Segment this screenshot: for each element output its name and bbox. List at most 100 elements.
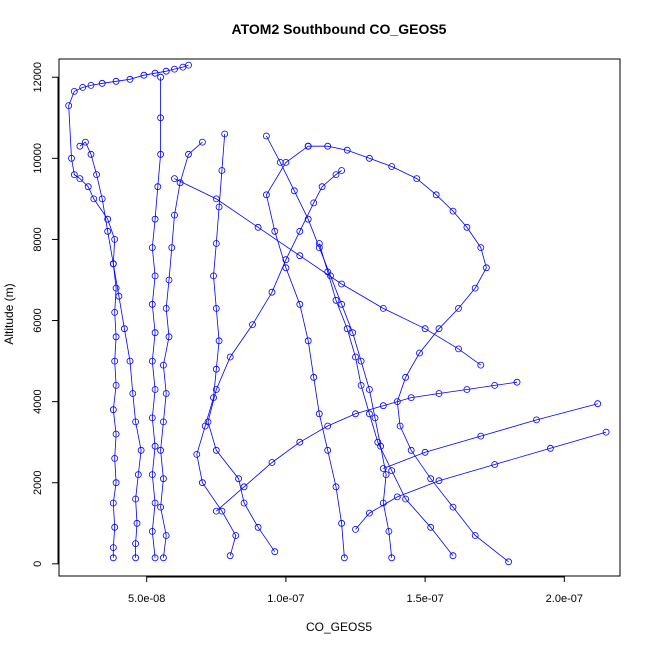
data-point <box>594 400 602 408</box>
data-point <box>421 325 429 333</box>
data-point <box>82 138 89 146</box>
data-point <box>491 461 499 468</box>
data-point <box>111 454 119 462</box>
series-line-9 <box>308 145 509 563</box>
data-point <box>112 479 120 487</box>
data-point <box>310 373 318 381</box>
series-line-4 <box>160 141 203 558</box>
data-point <box>109 499 117 507</box>
data-point <box>427 475 435 483</box>
data-point <box>171 175 178 183</box>
data-point <box>148 300 156 308</box>
data-point <box>159 554 167 562</box>
data-point <box>212 446 220 454</box>
data-point <box>315 240 323 247</box>
data-point <box>282 264 290 272</box>
data-point <box>159 475 167 483</box>
data-point <box>432 191 440 199</box>
data-point <box>343 146 351 154</box>
data-point <box>151 272 159 280</box>
data-point <box>315 410 323 418</box>
data-point <box>388 163 396 170</box>
series-line-5 <box>196 133 237 556</box>
data-point <box>109 554 117 562</box>
data-point <box>215 203 223 211</box>
series-line-6 <box>207 170 342 552</box>
x-tick-label: 1.0e-07 <box>267 593 304 605</box>
data-point <box>151 329 159 337</box>
data-point <box>435 390 443 397</box>
data-point <box>212 365 220 373</box>
data-point <box>382 471 390 479</box>
data-point <box>104 227 112 235</box>
data-point <box>171 65 178 73</box>
data-point <box>427 523 435 531</box>
data-point <box>148 244 156 252</box>
data-point <box>296 300 304 308</box>
data-point <box>477 244 485 252</box>
data-point <box>357 357 365 365</box>
data-point <box>109 406 117 414</box>
data-point <box>132 554 140 562</box>
data-point <box>254 523 262 531</box>
data-point <box>126 75 134 83</box>
data-point <box>388 467 396 475</box>
series-line-8 <box>266 135 393 558</box>
data-point <box>290 187 298 195</box>
x-tick-label: 2.0e-07 <box>546 593 583 605</box>
data-point <box>477 432 485 440</box>
data-point <box>221 130 229 138</box>
data-point <box>240 499 248 507</box>
data-point <box>379 465 387 472</box>
data-point <box>76 175 84 183</box>
x-tick-label: 5.0e-08 <box>128 593 165 605</box>
data-point <box>371 414 379 422</box>
data-point <box>491 381 499 389</box>
data-point <box>109 544 117 551</box>
data-point <box>87 82 95 89</box>
data-point <box>112 381 120 389</box>
x-tick-label: 1.5e-07 <box>406 593 443 605</box>
data-point <box>112 284 120 292</box>
data-point <box>374 438 382 446</box>
data-point <box>198 138 206 146</box>
series-line-14 <box>174 178 482 366</box>
data-point <box>198 479 206 487</box>
data-point <box>547 444 554 452</box>
data-point <box>402 373 410 381</box>
data-point <box>104 215 112 223</box>
data-point <box>212 240 220 247</box>
data-point <box>379 402 387 410</box>
data-point <box>76 142 84 150</box>
data-point <box>129 390 137 397</box>
data-point <box>148 528 156 535</box>
data-point <box>240 483 248 491</box>
data-point <box>282 256 290 264</box>
y-tick-label: 8000 <box>32 227 44 251</box>
data-point <box>98 79 106 87</box>
data-point <box>393 398 401 406</box>
data-point <box>338 300 346 308</box>
data-point <box>162 67 170 75</box>
data-point <box>185 61 192 69</box>
data-point <box>151 499 159 507</box>
data-point <box>111 235 119 243</box>
data-point <box>310 199 318 207</box>
data-point <box>212 386 220 393</box>
data-point <box>215 337 223 345</box>
data-point <box>449 207 457 215</box>
data-point <box>212 507 220 515</box>
data-point <box>338 280 346 288</box>
y-tick-label: 2000 <box>32 470 44 494</box>
data-point <box>254 223 262 231</box>
data-point <box>340 554 348 562</box>
data-point <box>352 410 359 418</box>
data-point <box>126 357 134 365</box>
x-axis-label: CO_GEOS5 <box>306 620 372 634</box>
data-point <box>296 227 304 235</box>
data-point <box>338 167 346 174</box>
data-point <box>193 450 201 458</box>
data-point <box>471 532 479 539</box>
data-point <box>162 532 170 539</box>
